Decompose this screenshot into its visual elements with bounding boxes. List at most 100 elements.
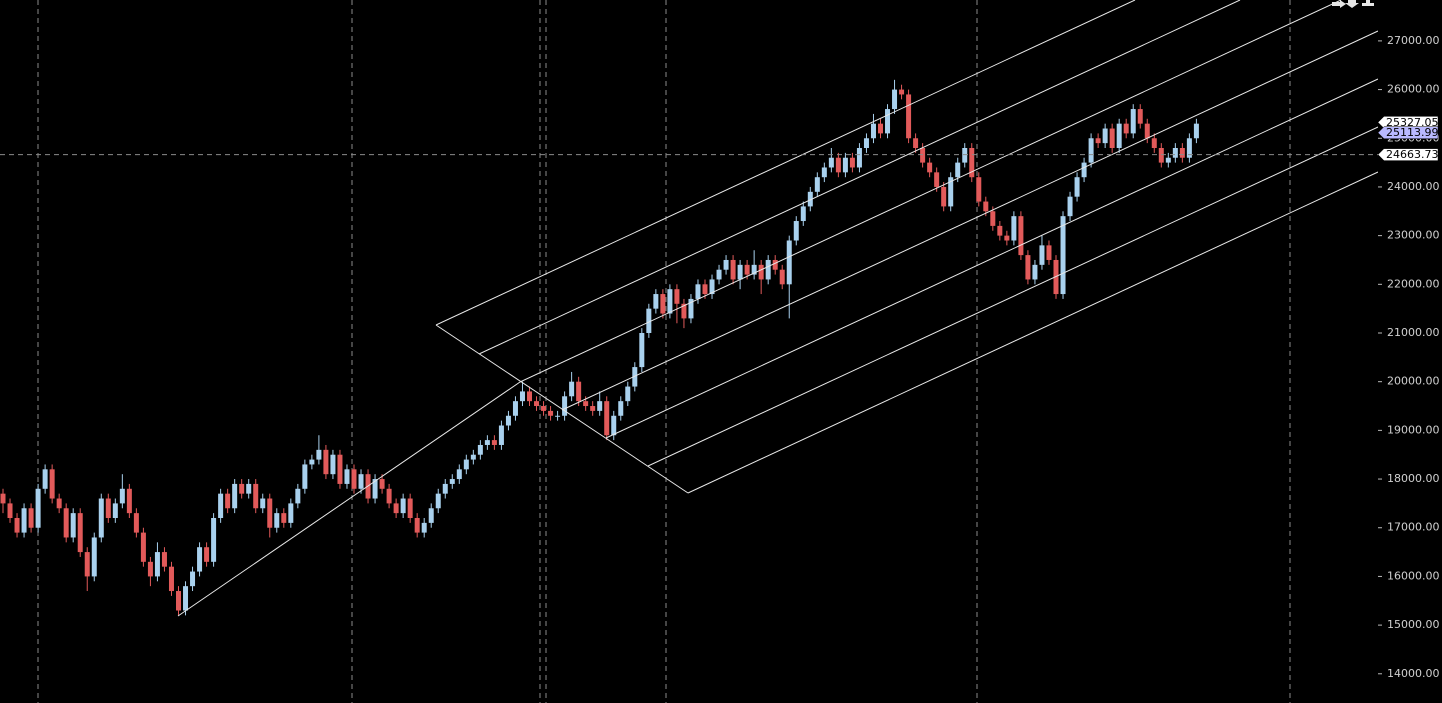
candle-body xyxy=(870,123,876,139)
candle-body xyxy=(779,269,785,285)
candle-body xyxy=(253,483,259,509)
candle-body xyxy=(688,298,694,319)
y-tick-label: 18000.00 xyxy=(1387,472,1440,485)
channel-line xyxy=(687,171,1379,494)
candle-body xyxy=(1144,123,1150,139)
candle-body xyxy=(625,386,631,402)
candle-body xyxy=(98,498,104,538)
toolbar-icons[interactable] xyxy=(1332,0,1374,8)
candle-body xyxy=(316,449,322,460)
candle-body xyxy=(435,493,441,509)
candle-body xyxy=(920,148,926,163)
candle-body xyxy=(744,264,750,275)
candle-body xyxy=(632,367,638,387)
candle-body xyxy=(147,561,153,577)
candle-body xyxy=(800,206,806,222)
candle-body xyxy=(723,259,729,270)
candle-body xyxy=(281,513,287,523)
candle-body xyxy=(730,259,736,280)
candle-body xyxy=(140,532,146,562)
candle-body xyxy=(1088,138,1094,163)
candle-body xyxy=(63,508,69,538)
candle-body xyxy=(491,440,497,445)
candle-body xyxy=(955,162,961,178)
candle-body xyxy=(302,464,308,489)
candle-body xyxy=(899,89,905,95)
candle-body xyxy=(856,148,862,168)
candle-body xyxy=(758,264,764,280)
candle-body xyxy=(997,225,1003,236)
candle-body xyxy=(1067,196,1073,217)
candle-body xyxy=(1095,138,1101,144)
candle-body xyxy=(42,469,48,489)
candle-body xyxy=(941,186,947,207)
candle-body xyxy=(548,410,554,416)
candle-body xyxy=(562,396,568,416)
pitchfork-handle xyxy=(177,381,521,617)
candle-body xyxy=(1165,157,1171,163)
candle-body xyxy=(969,148,975,178)
candle-body xyxy=(456,469,462,480)
candle-body xyxy=(576,381,582,402)
y-tick-label: 24000.00 xyxy=(1387,180,1440,193)
candle-body xyxy=(849,157,855,168)
candle-body xyxy=(583,401,589,407)
channel-line xyxy=(605,78,1379,439)
candle-body xyxy=(527,391,532,402)
candle-body xyxy=(1018,216,1024,256)
candle-body xyxy=(555,415,561,417)
icon-arrow[interactable] xyxy=(1345,0,1359,8)
candle-body xyxy=(379,479,385,489)
y-tick-label: 15000.00 xyxy=(1387,618,1440,631)
candle-body xyxy=(330,454,336,475)
candle-body xyxy=(1151,138,1157,148)
candle-body xyxy=(541,406,547,411)
candle-body xyxy=(962,148,968,163)
candle-body xyxy=(232,483,238,509)
candle-body xyxy=(225,493,231,509)
candle-body xyxy=(667,289,673,314)
icon-plus[interactable] xyxy=(1362,0,1374,6)
candle-body xyxy=(260,498,266,509)
channel-line xyxy=(435,0,1136,326)
candle-body xyxy=(204,547,210,562)
price-marker xyxy=(1377,126,1439,139)
y-tick-label: 26000.00 xyxy=(1387,83,1440,96)
candle-body xyxy=(934,172,940,187)
candle-body xyxy=(807,191,813,207)
candle-body xyxy=(569,381,575,397)
candle-body xyxy=(337,454,343,484)
candle-body xyxy=(1116,123,1122,148)
candle-body xyxy=(484,440,490,445)
candle-body xyxy=(239,483,245,494)
price-marker xyxy=(1377,148,1439,161)
icon-arrow[interactable] xyxy=(1332,0,1346,8)
candle-body xyxy=(1011,216,1017,241)
y-tick-label: 17000.00 xyxy=(1387,521,1440,534)
candle-body xyxy=(372,479,378,499)
candle-body xyxy=(660,294,666,314)
candle-body xyxy=(358,474,364,489)
candle-body xyxy=(863,138,869,148)
candle-body xyxy=(1179,148,1185,158)
candle-body xyxy=(400,498,406,514)
price-marker-label: 24663.73 xyxy=(1386,148,1439,161)
candle-body xyxy=(176,591,181,611)
candle-body xyxy=(765,259,771,280)
candle-body xyxy=(828,157,834,168)
candle-body xyxy=(197,547,203,572)
candle-body xyxy=(154,552,160,577)
candle-body xyxy=(190,571,196,587)
candle-body xyxy=(1193,123,1199,139)
candle-body xyxy=(835,157,841,173)
candle-body xyxy=(709,279,715,295)
y-tick-label: 16000.00 xyxy=(1387,569,1440,582)
candle-body xyxy=(814,177,820,192)
candle-body xyxy=(49,469,55,499)
candle-body xyxy=(91,537,97,577)
candle-body xyxy=(70,513,76,538)
candle-body xyxy=(168,566,174,592)
candle-body xyxy=(927,162,933,173)
